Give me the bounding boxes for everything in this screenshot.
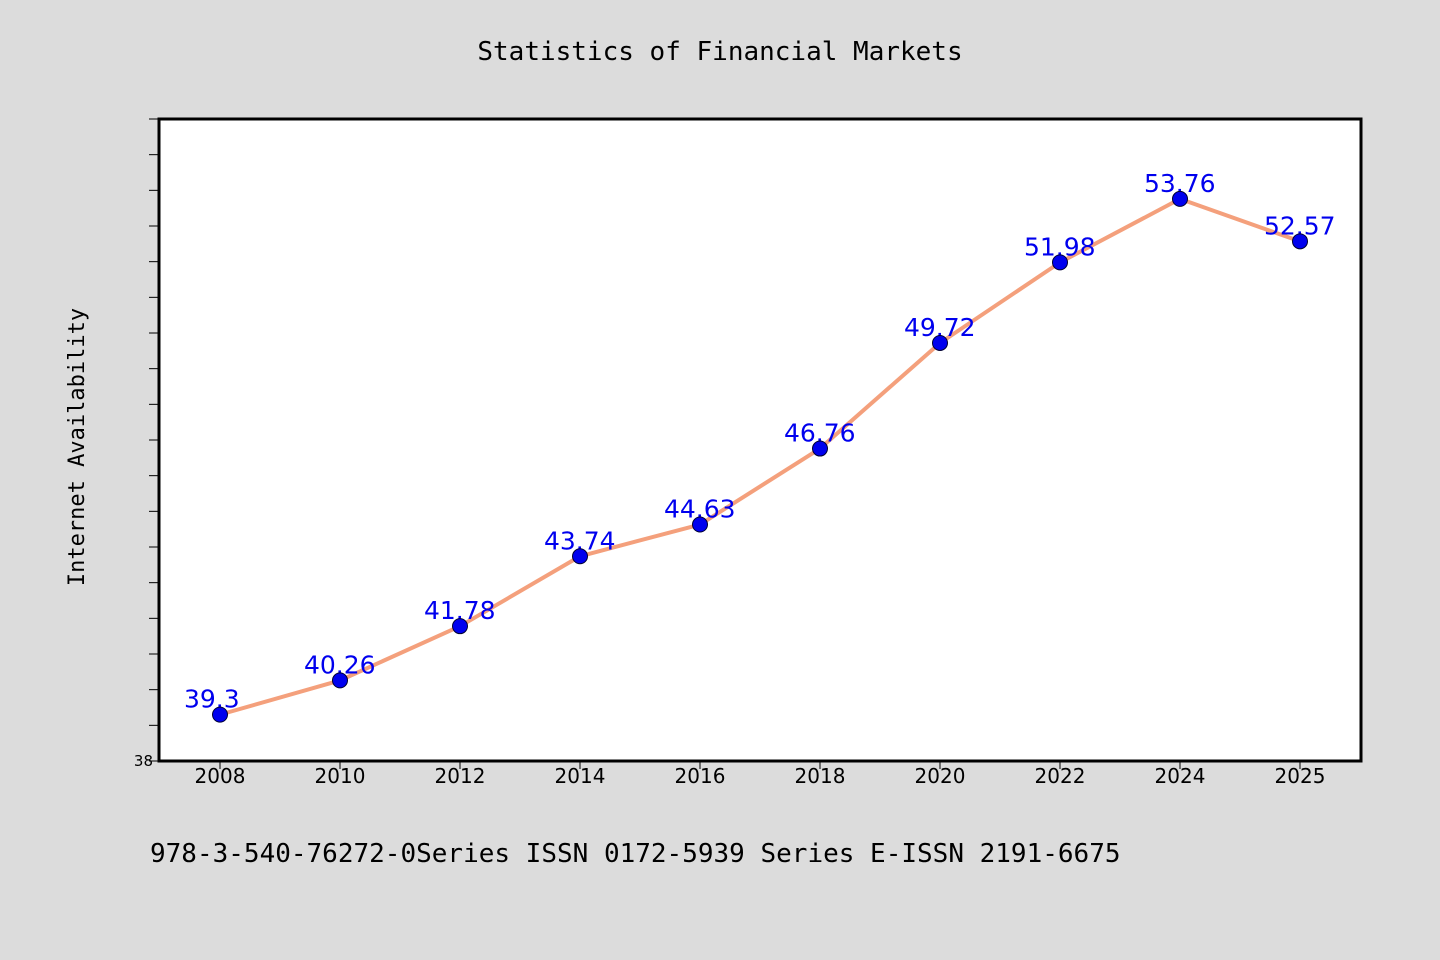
- x-tick-label: 2022: [1035, 764, 1086, 788]
- data-point-marker: [1052, 254, 1068, 271]
- series-line: [218, 196, 1302, 717]
- data-point-marker: [692, 516, 708, 533]
- data-point-marker: [1172, 190, 1188, 207]
- data-point-marker: [1292, 233, 1308, 250]
- data-point-marker: [572, 548, 588, 565]
- chart-title: Statistics of Financial Markets: [477, 37, 962, 67]
- x-tick-label: 2014: [555, 764, 606, 788]
- data-point-marker: [212, 706, 228, 723]
- data-label: 39.3: [184, 685, 240, 714]
- x-tick-label: 2012: [435, 764, 486, 788]
- data-point-marker: [452, 618, 468, 635]
- y-axis-ticks: 38: [134, 118, 159, 770]
- series-group: 39.340.2641.7843.7444.6346.7649.7251.985…: [184, 169, 1336, 723]
- x-tick-label: 2020: [915, 764, 966, 788]
- data-point-marker: [812, 440, 828, 457]
- data-point-marker: [932, 334, 948, 351]
- x-tick-label: 2010: [315, 764, 366, 788]
- x-tick-label: 2024: [1155, 764, 1206, 788]
- y-axis-label: Internet Availability: [65, 308, 90, 586]
- x-tick-label: 2008: [195, 764, 246, 788]
- y-tick-label: 38: [134, 752, 153, 770]
- footer-citation: 978-3-540-76272-0Series ISSN 0172-5939 S…: [150, 839, 1121, 869]
- plot-area: [157, 117, 1363, 763]
- x-tick-label: 2018: [795, 764, 846, 788]
- x-tick-label: 2025: [1275, 764, 1326, 788]
- data-point-marker: [332, 672, 348, 689]
- x-tick-label: 2016: [675, 764, 726, 788]
- x-axis-ticks: 2008 2010 2012 2014 2016 2018 2020 2022 2024 2025: [195, 761, 1326, 788]
